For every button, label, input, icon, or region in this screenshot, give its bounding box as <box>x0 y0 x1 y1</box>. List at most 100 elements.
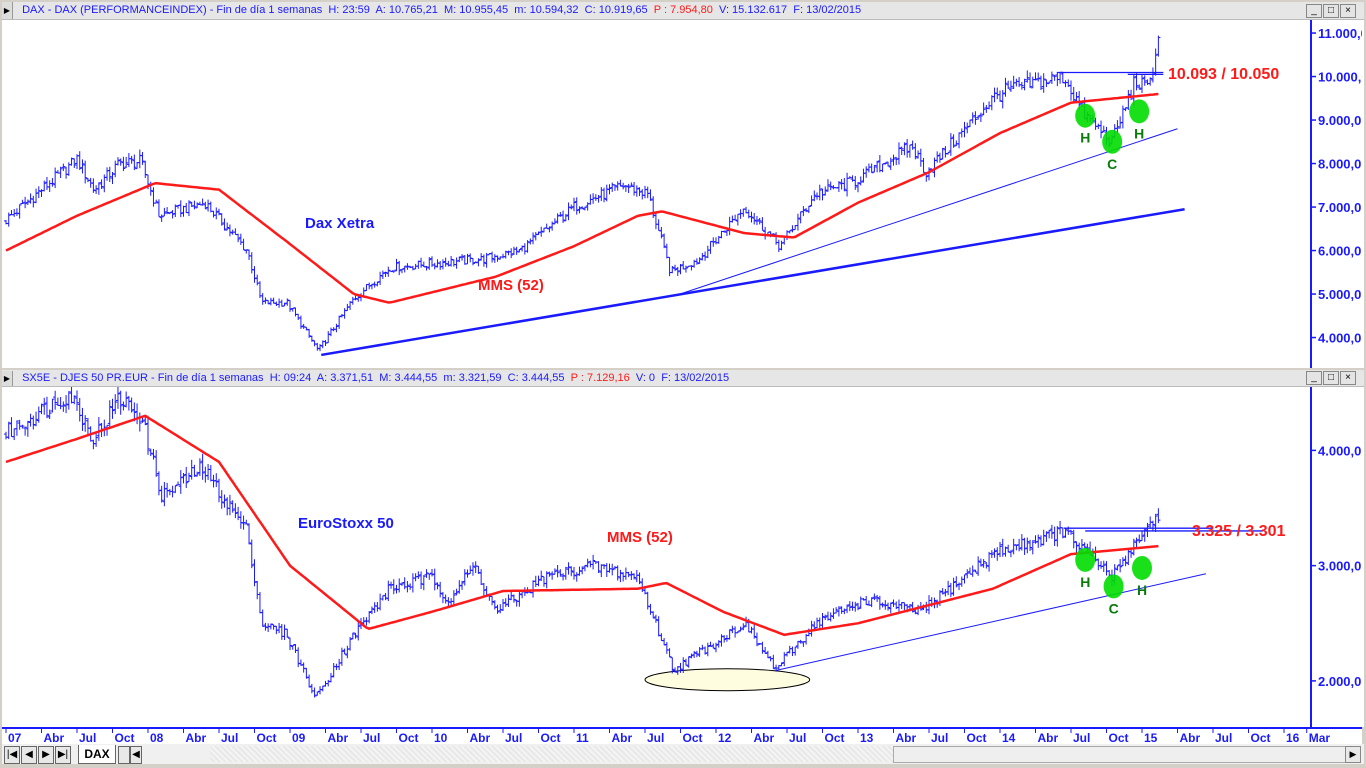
price-bar <box>511 246 516 255</box>
time-axis <box>2 727 1362 744</box>
price-bar <box>132 402 137 422</box>
next-sheet-button[interactable]: ▶ <box>38 746 54 764</box>
price-bar <box>115 157 120 166</box>
price-bar <box>539 226 544 237</box>
x-tick-label: Oct <box>257 731 277 744</box>
bottom-chart-header: ▶ SX5E - DJES 50 PR.EUR - Fin de día 1 s… <box>2 370 1364 387</box>
price-bar <box>656 219 661 231</box>
price-bar <box>856 182 860 193</box>
price-bar <box>4 431 8 440</box>
price-bar <box>1044 531 1049 542</box>
price-bar <box>416 260 421 269</box>
x-tick-label: 10 <box>434 731 448 744</box>
price-bar <box>574 572 579 582</box>
price-bar <box>886 602 891 611</box>
price-bar <box>375 281 380 287</box>
price-bar <box>1134 73 1139 91</box>
price-bar <box>307 674 312 688</box>
price-bar <box>290 644 295 650</box>
price-bar <box>290 307 295 312</box>
price-bar <box>42 180 47 192</box>
price-bar <box>468 253 473 263</box>
price-bar <box>1071 529 1076 549</box>
close-button[interactable]: × <box>1340 371 1356 385</box>
price-bar <box>517 248 522 253</box>
price-bar <box>446 597 451 607</box>
price-bar <box>962 121 967 138</box>
price-bar <box>83 415 88 432</box>
price-bar <box>935 151 940 163</box>
prev-sheet-button[interactable]: ◀ <box>21 746 37 764</box>
close-button[interactable]: × <box>1340 4 1356 18</box>
price-bar <box>1118 558 1123 573</box>
price-bar <box>288 637 292 651</box>
price-bar <box>252 559 257 587</box>
y-tick-label: 2.000,0 <box>1318 674 1361 689</box>
price-bar <box>460 254 465 261</box>
price-bar <box>836 606 841 617</box>
price-bar <box>110 171 115 184</box>
price-bar <box>451 590 456 606</box>
tab-dax[interactable]: DAX <box>78 745 116 764</box>
first-sheet-button[interactable]: |◀ <box>4 746 20 764</box>
price-bar <box>869 597 874 608</box>
price-bar <box>552 218 557 225</box>
tab-splitter[interactable] <box>118 746 130 764</box>
date: F: 13/02/2015 <box>793 4 862 16</box>
price-bar <box>386 266 391 277</box>
maximize-button[interactable]: □ <box>1323 4 1339 18</box>
price-bar <box>135 403 140 425</box>
scroll-left-button[interactable]: ◀ <box>130 746 142 764</box>
dax-y-ticks: 4.000,0 5.000,0 6.000,0 7.000,0 8.000,0 9.000… <box>1311 26 1362 346</box>
price-bar <box>615 565 620 581</box>
price-bar <box>1060 527 1065 539</box>
price-bar <box>1134 537 1139 548</box>
price-bar <box>754 216 759 226</box>
price-bar <box>457 580 462 594</box>
trendline <box>775 573 1207 672</box>
pattern-circle <box>1132 555 1152 580</box>
expand-arrow-icon[interactable]: ▶ <box>2 2 13 19</box>
price-bar <box>64 166 69 179</box>
price-bar <box>637 187 642 197</box>
price-bar <box>894 601 899 610</box>
price-bar <box>383 271 388 277</box>
y-tick-label: 3.000,0 <box>1318 559 1361 574</box>
y-tick-label: 5.000,0 <box>1318 287 1361 302</box>
price-bar <box>1071 86 1076 103</box>
price-bar <box>479 569 484 586</box>
price-bar <box>673 264 678 272</box>
price-bar <box>509 248 514 259</box>
dax-chart-area[interactable] <box>2 20 1310 368</box>
price-bar <box>367 611 372 624</box>
minimize-button[interactable]: _ <box>1306 4 1322 18</box>
price-bar <box>23 196 28 209</box>
close: C: 3.444,55 <box>507 372 565 384</box>
price-bar <box>230 500 235 513</box>
price-bar <box>14 420 19 436</box>
minimize-button[interactable]: _ <box>1306 371 1322 385</box>
mms52-label: MMS (52) <box>478 277 544 294</box>
price-bar <box>580 566 585 575</box>
price-bar <box>1028 539 1033 551</box>
price-bar <box>1069 529 1073 535</box>
price-bar <box>47 409 52 420</box>
price-bar <box>563 214 568 222</box>
price-bar <box>468 565 473 575</box>
scroll-right-button[interactable]: ▶ <box>1345 746 1361 763</box>
scrollbar-thumb[interactable] <box>893 746 1347 763</box>
price-bar <box>424 265 429 271</box>
price-bar <box>1129 548 1134 558</box>
price-bar <box>845 172 850 197</box>
price-bar <box>648 603 653 615</box>
expand-arrow-icon[interactable]: ▶ <box>2 371 13 386</box>
price-bar <box>345 645 350 659</box>
price-bar <box>839 606 844 614</box>
level-value-label: 3.325 / 3.301 <box>1192 523 1286 540</box>
price-bar <box>681 261 686 270</box>
maximize-button[interactable]: □ <box>1323 371 1339 385</box>
price-bar <box>1017 77 1022 88</box>
price-bar <box>80 407 85 431</box>
price-bar <box>186 200 191 217</box>
last-sheet-button[interactable]: ▶| <box>55 746 71 764</box>
